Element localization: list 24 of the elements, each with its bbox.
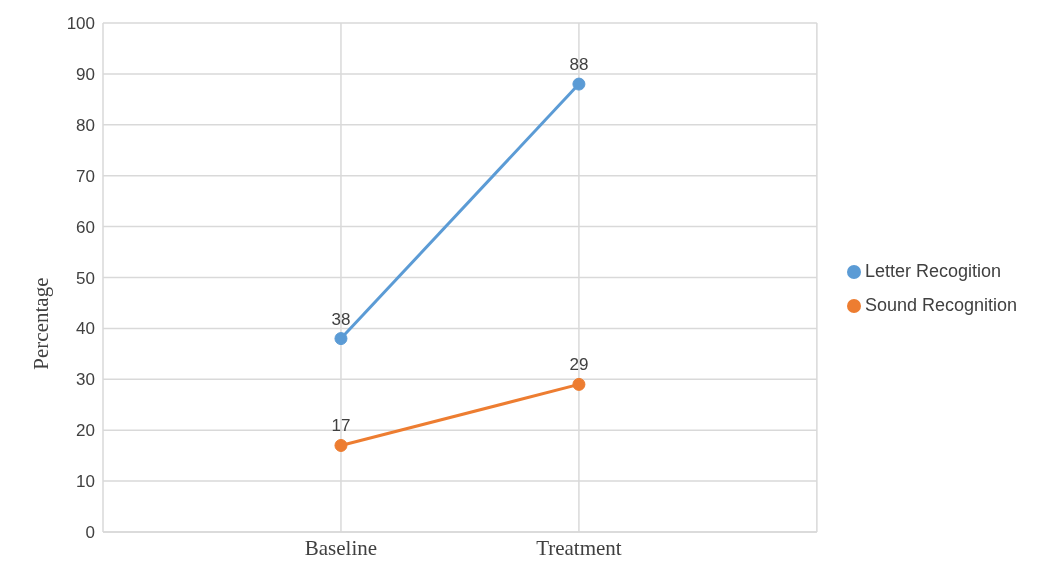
legend-label: Sound Recognition <box>864 295 1017 315</box>
point <box>572 377 586 391</box>
point <box>572 77 586 91</box>
y-axis-title: Percentage <box>29 277 54 370</box>
legend-label: Letter Recogition <box>864 261 1001 281</box>
y-tick-label: 90 <box>76 64 95 84</box>
data-label: 88 <box>569 55 589 75</box>
x-tick-label: Treatment <box>536 535 622 560</box>
data-label: 17 <box>331 416 351 436</box>
y-tick-label: 0 <box>85 523 95 543</box>
x-tick-label: Baseline <box>304 535 378 560</box>
y-tick-label: 10 <box>76 472 95 492</box>
y-tick-label: 50 <box>76 268 95 288</box>
y-tick-label: 100 <box>66 14 95 34</box>
y-tick-label: 80 <box>76 115 95 135</box>
y-tick-label: 60 <box>76 217 95 237</box>
y-tick-label: 40 <box>76 319 95 339</box>
y-tick-label: 30 <box>76 370 95 390</box>
y-tick-label: 20 <box>76 421 95 441</box>
point <box>334 332 348 346</box>
data-label: 29 <box>569 355 589 375</box>
data-label: 38 <box>331 309 351 329</box>
y-tick-label: 70 <box>76 166 95 186</box>
point <box>334 438 348 452</box>
